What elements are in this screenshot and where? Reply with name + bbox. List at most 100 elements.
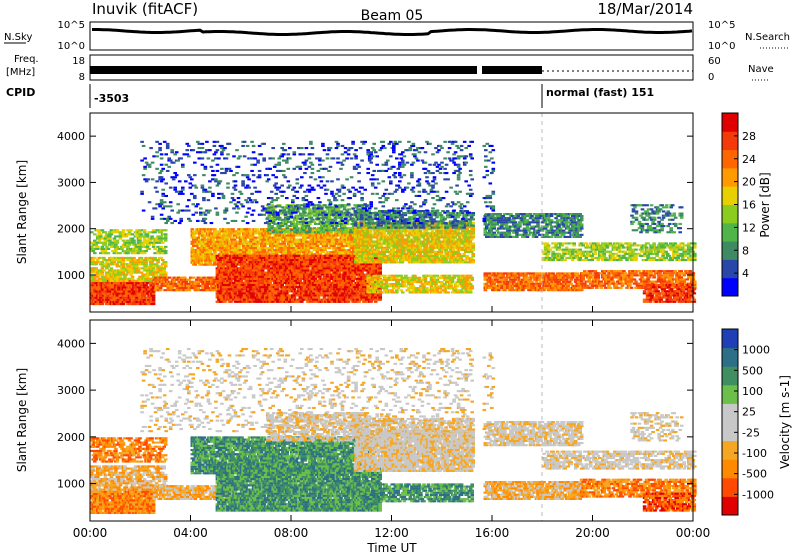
heatmap-cell — [300, 261, 304, 264]
heatmap-cell — [219, 238, 223, 241]
heatmap-cell — [362, 238, 366, 241]
heatmap-cell — [297, 253, 302, 256]
heatmap-cell — [127, 241, 132, 244]
heatmap-cell — [232, 281, 236, 284]
heatmap-cell — [341, 249, 345, 252]
heatmap-cell — [139, 256, 144, 259]
heatmap-cell — [213, 261, 217, 264]
heatmap-cell — [142, 241, 147, 244]
heatmap-cell — [156, 229, 160, 232]
heatmap-cell — [112, 261, 117, 264]
heatmap-cell — [292, 281, 297, 284]
heatmap-cell — [272, 277, 277, 280]
heatmap-cell — [268, 271, 272, 274]
heatmap-cell — [244, 275, 248, 278]
heatmap-cell — [219, 244, 223, 247]
heatmap-cell — [129, 256, 133, 259]
heatmap-cell — [111, 243, 115, 246]
heatmap-cell — [274, 263, 278, 266]
heatmap-cell — [187, 289, 192, 292]
heatmap-cell — [319, 259, 324, 262]
heatmap-cell — [232, 290, 236, 293]
heatmap-cell — [115, 241, 120, 244]
heatmap-cell — [303, 286, 307, 289]
heatmap-cell — [201, 253, 205, 256]
heatmap-cell — [288, 247, 293, 250]
heatmap-cell — [100, 229, 105, 232]
heatmap-cell — [112, 231, 117, 234]
heatmap-cell — [254, 277, 259, 280]
heatmap-cell — [247, 251, 252, 254]
heatmap-cell — [193, 282, 198, 285]
freq-tick-low: 8 — [79, 72, 85, 83]
heatmap-cell — [205, 234, 210, 237]
heatmap-cell — [299, 251, 303, 254]
heatmap-cell — [208, 251, 213, 254]
heatmap-cell — [241, 284, 245, 287]
heatmap-cell — [148, 241, 153, 244]
heatmap-cell — [117, 261, 121, 264]
heatmap-cell — [148, 279, 153, 282]
heatmap-cell — [151, 243, 156, 246]
heatmap-cell — [291, 234, 296, 237]
heatmap-cell — [330, 269, 334, 272]
heatmap-cell — [253, 281, 257, 284]
heatmap-cell — [112, 252, 117, 255]
heatmap-cell — [105, 282, 109, 285]
heatmap-cell — [297, 269, 301, 272]
heatmap-cell — [257, 279, 262, 282]
heatmap-cell — [198, 238, 202, 241]
heatmap-cell — [278, 263, 283, 266]
heatmap-cell — [240, 230, 244, 233]
heatmap-cell — [349, 281, 354, 284]
heatmap-cell — [115, 239, 120, 242]
heatmap-cell — [94, 263, 99, 266]
heatmap-cell — [196, 287, 201, 290]
heatmap-cell — [94, 243, 99, 246]
heatmap-cell — [218, 273, 223, 276]
heatmap-cell — [158, 276, 163, 279]
heatmap-cell — [336, 273, 340, 276]
heatmap-cell — [261, 253, 265, 256]
heatmap-cell — [210, 236, 214, 239]
heatmap-cell — [153, 256, 157, 259]
heatmap-cell — [343, 256, 348, 259]
heatmap-cell — [255, 251, 259, 254]
heatmap-cell — [90, 261, 94, 264]
heatmap-cell — [324, 261, 328, 264]
heatmap-cell — [221, 265, 226, 268]
heatmap-cell — [232, 271, 236, 274]
heatmap-cell — [151, 263, 156, 266]
heatmap-cell — [106, 247, 111, 250]
heatmap-cell — [99, 279, 103, 282]
heatmap-cell — [328, 290, 333, 293]
heatmap-cell — [322, 275, 327, 278]
heatmap-cell — [265, 251, 270, 254]
heatmap-cell — [335, 240, 339, 243]
heatmap-cell — [96, 241, 100, 244]
heatmap-cell — [280, 269, 284, 272]
heatmap-cell — [208, 261, 213, 264]
heatmap-cell — [108, 237, 112, 240]
heatmap-cell — [345, 290, 349, 293]
heatmap-cell — [129, 267, 133, 270]
cpid-row: CPID -3503 normal (fast) 151 — [6, 84, 654, 108]
heatmap-cell — [223, 300, 227, 303]
heatmap-cell — [102, 292, 106, 295]
heatmap-cell — [142, 229, 147, 232]
heatmap-cell — [339, 253, 344, 256]
heatmap-cell — [202, 278, 207, 281]
heatmap-cell — [118, 235, 123, 238]
heatmap-cell — [93, 294, 97, 297]
heatmap-cell — [144, 261, 148, 264]
heatmap-cell — [347, 244, 351, 247]
heatmap-cell — [136, 241, 141, 244]
nsky-tick-low: 10^0 — [58, 41, 85, 52]
heatmap-cell — [195, 257, 199, 260]
heatmap-cell — [129, 284, 133, 287]
heatmap-cell — [193, 236, 198, 239]
heatmap-cell — [147, 288, 151, 291]
heatmap-cell — [96, 261, 100, 264]
heatmap-cell — [217, 259, 221, 262]
heatmap-cell — [285, 261, 289, 264]
